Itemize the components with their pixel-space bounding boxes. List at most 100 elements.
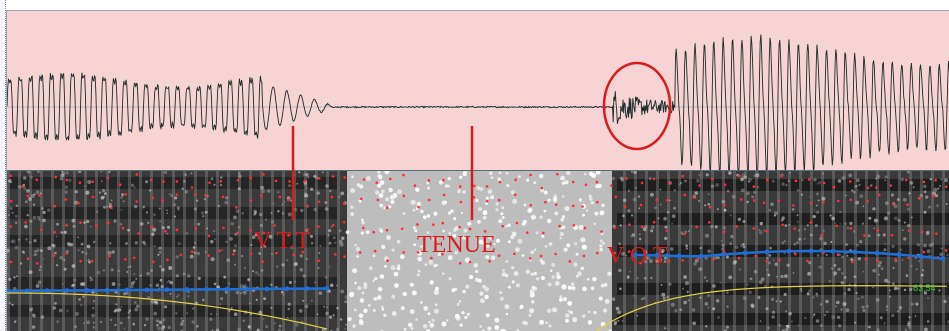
intensity-point [284, 286, 290, 292]
intensity-point [184, 287, 190, 292]
formant-dot [402, 194, 406, 198]
formant-dot [501, 224, 505, 228]
glottal-striation [238, 171, 241, 331]
glottal-striation [282, 171, 285, 331]
vot-label: V O T [607, 243, 668, 269]
glottal-striation [29, 171, 32, 331]
formant-dot [190, 186, 194, 189]
glottal-striation [887, 171, 890, 331]
formant-dot [218, 249, 221, 253]
glottal-striation [95, 171, 98, 331]
formant-dot [236, 178, 240, 182]
glottal-striation [920, 171, 923, 331]
intensity-point [264, 286, 270, 292]
formant-dot [640, 225, 644, 229]
formant-dot [652, 220, 656, 224]
pitch-curve-left [7, 292, 328, 330]
formant-dot [432, 223, 435, 226]
formant-dot [179, 253, 183, 257]
formant-dot [581, 205, 584, 208]
formant-dot [79, 259, 82, 263]
formant-dot [666, 198, 669, 202]
formant-dot [175, 180, 179, 183]
formant-dot [944, 249, 948, 252]
formant-dot [458, 225, 461, 229]
formant-band [617, 313, 949, 325]
formant-dot [110, 206, 113, 210]
glottal-striation [656, 171, 659, 331]
formant-dot [906, 203, 909, 206]
formant-dot [640, 181, 644, 185]
formant-dot [194, 193, 198, 196]
formant-dot [600, 230, 603, 233]
formant-dot [9, 225, 12, 228]
formant-dot [513, 252, 516, 256]
formant-dot [652, 177, 656, 181]
glottal-striation [84, 171, 87, 331]
formant-dot [875, 258, 879, 262]
formant-dot [386, 259, 389, 262]
formant-dot [554, 252, 557, 256]
formant-dot [794, 179, 798, 183]
formant-dot [164, 230, 167, 233]
formant-dot [373, 249, 377, 253]
glottal-striation [106, 171, 109, 331]
formant-dot [822, 201, 825, 204]
formant-dot [175, 193, 179, 196]
formant-dot [822, 181, 826, 185]
formant-dot [781, 223, 784, 227]
formant-dot [793, 227, 796, 230]
formant-dot [330, 195, 334, 199]
formant-dot [442, 178, 445, 182]
formant-tracking-dots [9, 172, 948, 265]
spectrogram [7, 171, 949, 331]
formant-dot [9, 199, 13, 203]
formant-dot [584, 183, 588, 187]
glottal-striation [645, 171, 648, 331]
glottal-striation [216, 171, 219, 331]
formant-dot [623, 205, 627, 209]
formant-dot [921, 230, 924, 234]
intensity-point [808, 248, 814, 254]
formant-dot [681, 258, 684, 262]
formant-dot [568, 260, 572, 263]
glottal-striation [898, 171, 901, 331]
formant-dot [571, 180, 575, 184]
formant-dot [665, 229, 669, 232]
glottal-striation [172, 171, 175, 331]
formant-dot [849, 198, 853, 202]
formant-dot [866, 199, 869, 203]
formant-dot [152, 260, 155, 264]
formant-dot [204, 194, 207, 197]
formant-dot [305, 204, 309, 208]
formant-dot [864, 257, 868, 261]
formant-dot [458, 185, 462, 188]
formant-dot [515, 221, 519, 225]
waveform-panel[interactable] [6, 10, 949, 170]
formant-dot [287, 234, 290, 237]
formant-dot [849, 227, 853, 230]
formant-dot [35, 178, 39, 182]
formant-dot [190, 250, 194, 254]
formant-dot [695, 225, 698, 229]
spectrogram-panel[interactable]: 63,54 [6, 170, 949, 331]
formant-dot [541, 231, 545, 235]
formant-dot [765, 259, 768, 263]
formant-dot [52, 254, 56, 257]
formant-dot [90, 259, 94, 263]
formant-dot [149, 178, 153, 182]
formant-dot [525, 231, 529, 234]
formant-dot [389, 177, 392, 181]
glottal-striation [942, 171, 945, 331]
formant-dot [317, 225, 320, 228]
formant-dot [667, 259, 670, 263]
glottal-striation [909, 171, 912, 331]
formant-dot [194, 227, 198, 230]
formant-dot [754, 254, 757, 258]
formant-dot [458, 261, 462, 265]
formant-dot [809, 201, 813, 205]
formant-dot [539, 254, 543, 258]
intensity-point [852, 249, 858, 255]
formant-dot [765, 178, 769, 182]
formant-dot [639, 261, 642, 265]
